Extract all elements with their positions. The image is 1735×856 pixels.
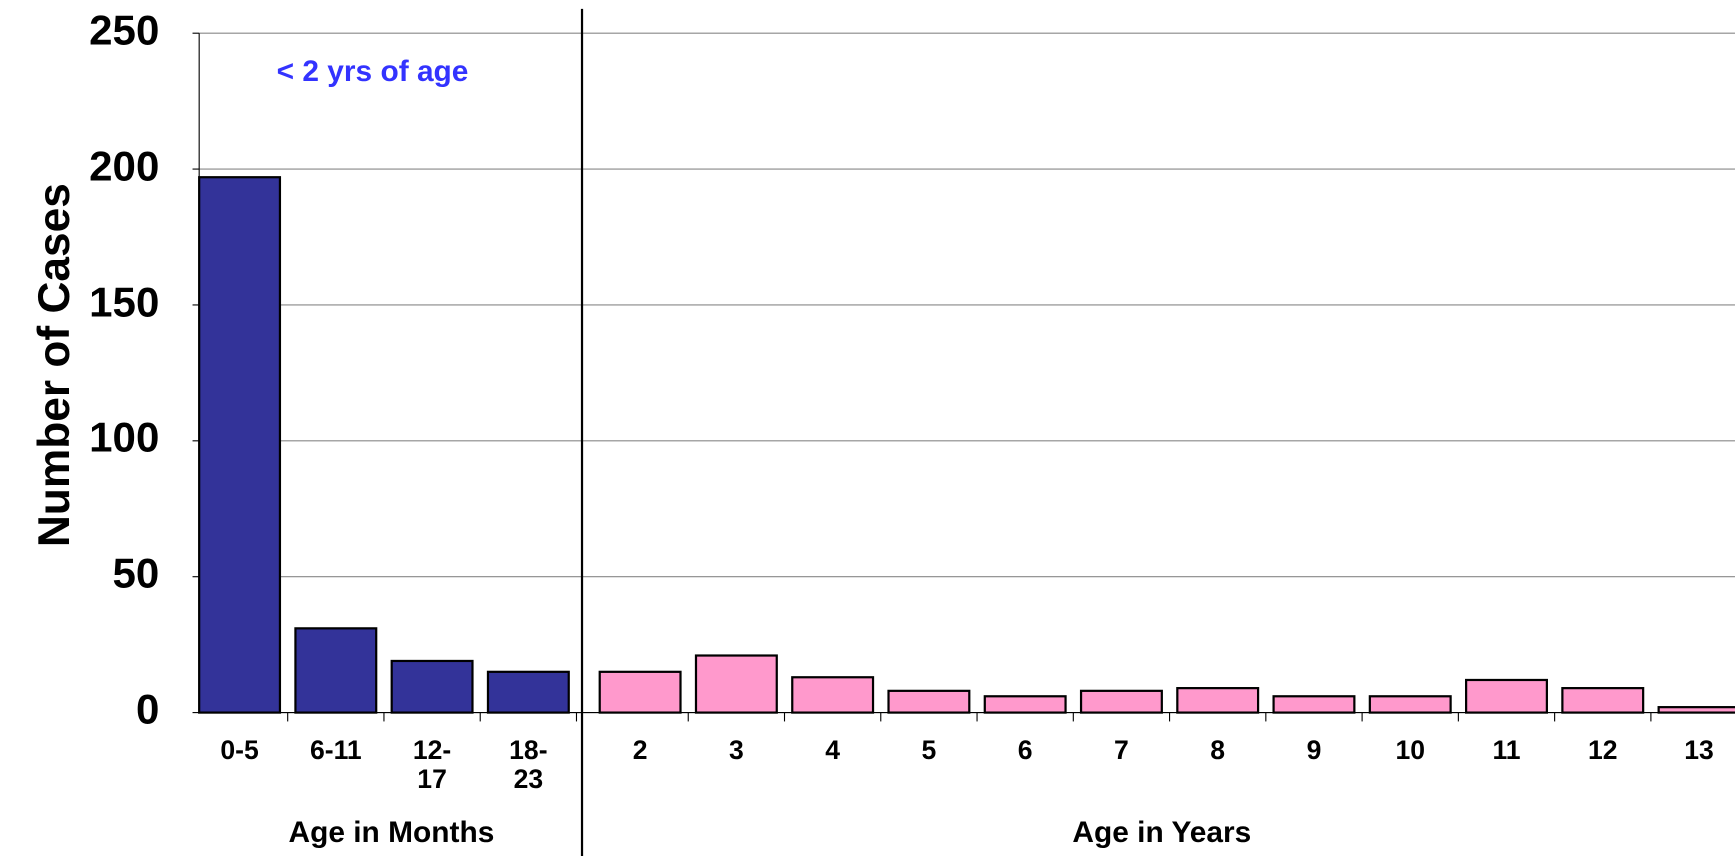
- x-tick-label: 13: [1684, 735, 1714, 766]
- bar: [598, 670, 682, 714]
- group-label: Age in Months: [288, 815, 495, 849]
- x-tick-label: 4: [825, 735, 841, 766]
- x-tick-label: 6-11: [309, 735, 362, 766]
- bar: [1465, 678, 1548, 714]
- x-tick-label: 3: [728, 735, 744, 766]
- x-tick-label: 10: [1395, 735, 1425, 766]
- y-tick-label: 150: [89, 279, 160, 326]
- x-tick-label: 12: [1587, 735, 1618, 766]
- x-tick-label: 9: [1306, 735, 1322, 766]
- y-axis-label: Number of Cases: [30, 183, 80, 548]
- bar: [1368, 695, 1452, 714]
- y-tick-label: 200: [89, 143, 160, 191]
- bar: [294, 627, 378, 714]
- bar: [1079, 689, 1163, 714]
- y-tick-label: 250: [89, 7, 160, 55]
- bar: [983, 695, 1067, 714]
- group-label: Age in Years: [1072, 815, 1252, 849]
- y-tick-label: 0: [135, 687, 160, 734]
- x-tick-label: 12-17: [412, 735, 452, 795]
- bar: [1561, 687, 1645, 714]
- bar: [1176, 687, 1260, 714]
- x-tick-label: 7: [1114, 735, 1129, 766]
- x-tick-label: 8: [1210, 735, 1226, 766]
- x-tick-label: 18-23: [509, 735, 548, 795]
- bar: [694, 654, 778, 714]
- y-tick-label: 50: [112, 551, 160, 598]
- bar: [198, 176, 282, 714]
- x-tick-label: 2: [632, 735, 648, 766]
- x-tick-label: 11: [1492, 735, 1521, 766]
- annotation: < 2 yrs of age: [276, 54, 469, 88]
- bar: [1657, 706, 1735, 714]
- bar: [791, 676, 875, 714]
- y-tick-label: 100: [89, 415, 160, 462]
- x-tick-label: 5: [921, 735, 937, 766]
- bar: [390, 659, 474, 714]
- bar: [887, 689, 971, 714]
- bar: [486, 670, 570, 714]
- x-tick-label: 0-5: [220, 735, 259, 766]
- bar: [1272, 695, 1356, 714]
- x-tick-label: 6: [1017, 735, 1033, 766]
